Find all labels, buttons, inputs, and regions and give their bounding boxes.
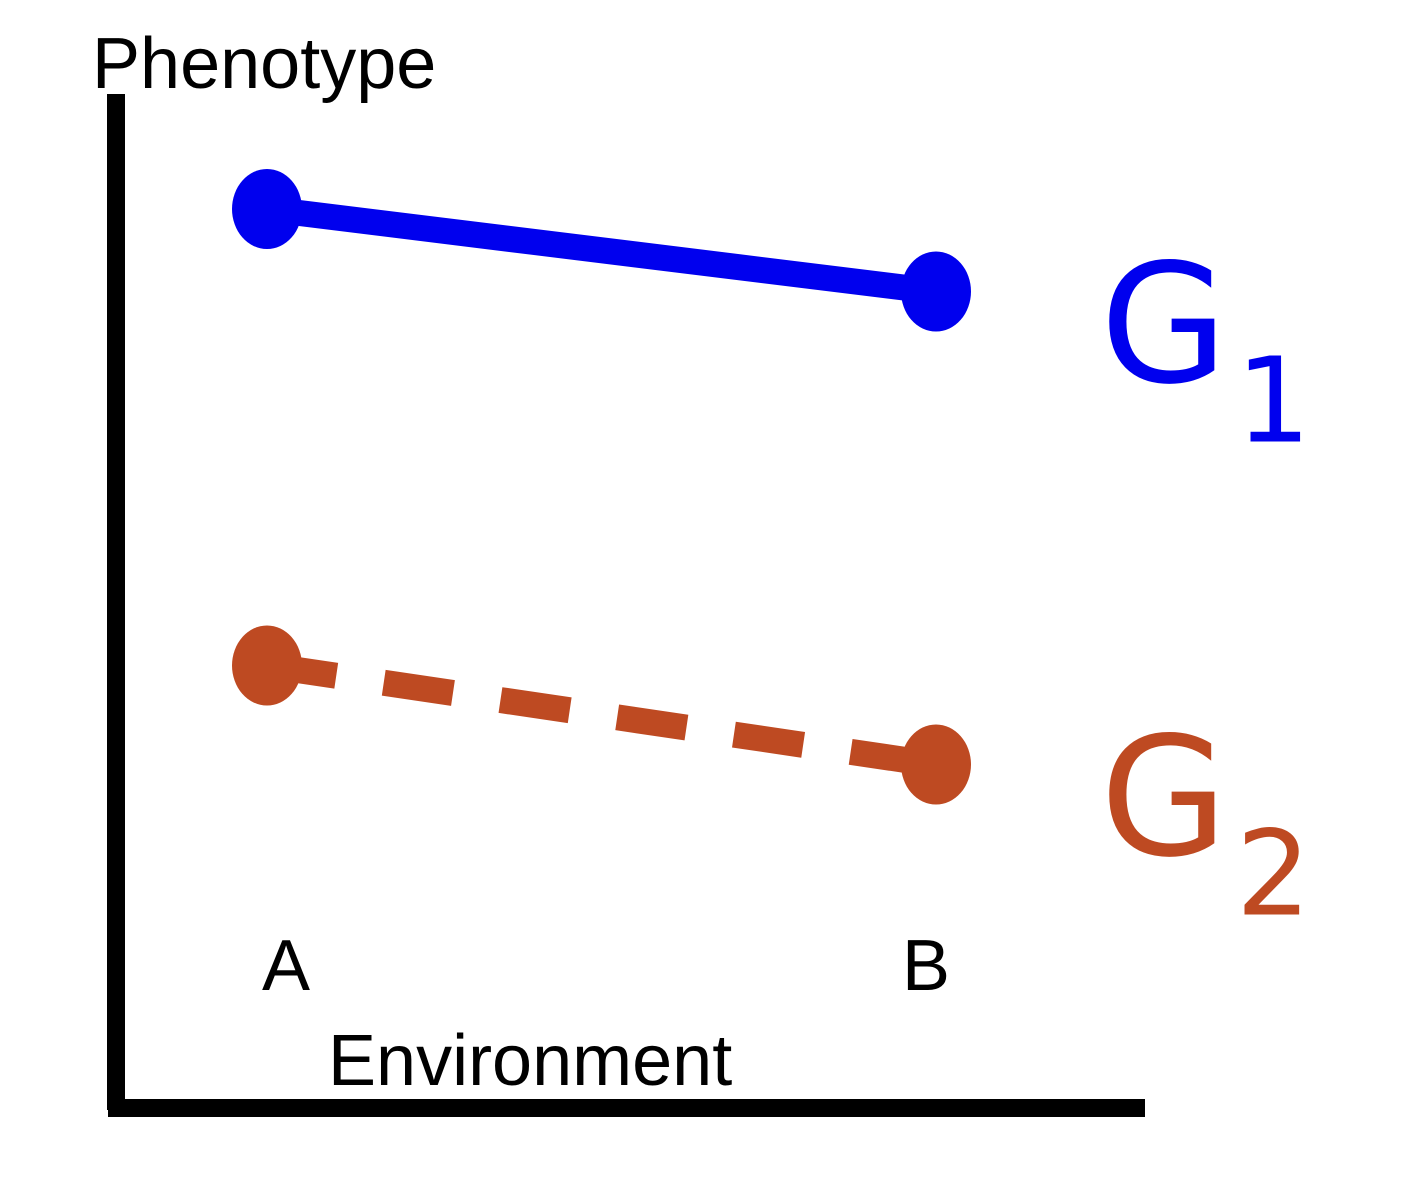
series-layer: G1 G2 (232, 169, 1311, 943)
x-tick-label-b: B (902, 926, 950, 1006)
x-axis-label: Environment (328, 1021, 732, 1101)
y-axis-label: Phenotype (92, 24, 436, 104)
series-1-line (265, 196, 938, 305)
series-2-line (265, 652, 938, 778)
series-1-label-subscript: 1 (1236, 332, 1311, 470)
series-2-point-b (901, 724, 971, 805)
series-2: G2 (232, 625, 1311, 943)
series-1-label: G1 (1100, 229, 1311, 470)
series-2-point-a (232, 625, 302, 706)
x-tick-label-a: A (262, 926, 310, 1006)
series-2-label-subscript: 2 (1236, 805, 1311, 943)
series-1: G1 (232, 169, 1311, 470)
series-1-point-a (232, 169, 302, 249)
axes: Phenotype Environment A B (92, 24, 1145, 1117)
series-2-label: G2 (1100, 702, 1311, 943)
series-1-point-b (901, 251, 971, 332)
